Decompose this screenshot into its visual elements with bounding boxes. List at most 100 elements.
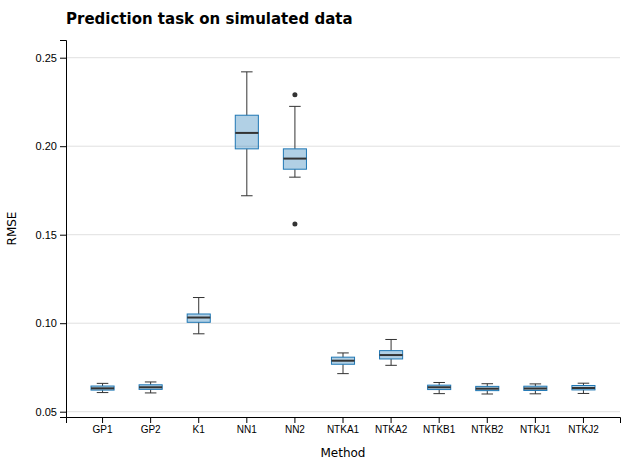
box: [283, 149, 306, 169]
tick-mark: [60, 235, 66, 236]
box-group: [524, 384, 547, 394]
box: [139, 385, 162, 390]
tick-mark: [102, 417, 103, 423]
box: [91, 386, 114, 390]
tick-mark: [391, 417, 392, 423]
cap-low: [385, 365, 397, 366]
box-group: [91, 383, 114, 392]
median: [91, 387, 114, 389]
box-group: [331, 353, 354, 374]
tick-mark: [583, 417, 584, 423]
y-axis-title: RMSE: [5, 212, 19, 246]
grid-line: [66, 234, 620, 235]
tick: NTKA1: [327, 417, 360, 435]
whisker-low: [439, 390, 440, 394]
whisker-high: [343, 353, 344, 357]
cap-high: [578, 383, 590, 384]
whisker-low: [198, 322, 199, 334]
box: [428, 385, 451, 389]
whisker-low: [343, 364, 344, 373]
median: [428, 386, 451, 388]
tick-label: NN2: [285, 424, 305, 435]
marks: [91, 72, 595, 394]
cap-low: [482, 393, 494, 394]
tick-mark: [535, 417, 536, 423]
box-group: [380, 339, 403, 365]
tick: 0.05: [36, 406, 66, 418]
box-group: [572, 383, 595, 393]
box: [331, 357, 354, 364]
tick-label: NTKA2: [375, 424, 408, 435]
whisker-low: [391, 359, 392, 365]
box: [524, 386, 547, 390]
tick: NTKB1: [423, 417, 456, 435]
median: [476, 388, 499, 390]
tick: NTKJ1: [520, 417, 551, 435]
cap-low: [530, 393, 542, 394]
title: Prediction task on simulated data: [66, 10, 353, 28]
box-group: [235, 72, 258, 196]
cap-low: [578, 393, 590, 394]
chart: 0.05 0.10 0.15 0.20 0.25 GP1 GP2 K1 NN1 NN2 NTKA1 N…: [0, 0, 640, 469]
tick: 0.25: [36, 52, 66, 64]
box: [187, 314, 210, 322]
tick-label: GP2: [141, 424, 161, 435]
whisker-high: [294, 106, 295, 148]
tick-mark: [343, 417, 344, 423]
tick: 0.20: [36, 140, 66, 152]
cap-low: [289, 177, 301, 178]
grid-line: [66, 146, 620, 147]
tick-label: 0.25: [36, 52, 57, 64]
cap-high: [193, 297, 205, 298]
median: [380, 354, 403, 356]
tick-label: 0.05: [36, 406, 57, 418]
y-axis: 0.05 0.10 0.15 0.20 0.25: [36, 41, 67, 418]
plot: 0.05 0.10 0.15 0.20 0.25 GP1 GP2 K1 NN1 NN2 NTKA1 N…: [36, 41, 621, 436]
median: [524, 388, 547, 390]
tick: NTKJ2: [568, 417, 599, 435]
tick-mark: [150, 417, 151, 423]
median: [235, 132, 258, 134]
tick-label: NN1: [237, 424, 257, 435]
grid-line: [66, 411, 620, 412]
tick-mark: [294, 417, 295, 423]
median: [139, 386, 162, 388]
tick: NTKB2: [471, 417, 504, 435]
box-group: [283, 92, 306, 226]
cap-high: [337, 352, 349, 353]
tick-label: 0.20: [36, 140, 57, 152]
tick-mark: [60, 412, 66, 413]
flier: [292, 222, 297, 227]
box: [380, 351, 403, 359]
tick: 0.15: [36, 229, 66, 241]
tick-label: K1: [193, 424, 206, 435]
whisker-low: [487, 391, 488, 394]
box: [476, 386, 499, 390]
cap-low: [241, 195, 253, 196]
flier: [292, 92, 297, 97]
cap-high: [433, 382, 445, 383]
grid-line: [66, 323, 620, 324]
whisker-low: [150, 389, 151, 393]
tick-mark: [198, 417, 199, 423]
tick: 0.10: [36, 317, 66, 329]
tick: GP1: [93, 417, 113, 435]
box-group: [428, 382, 451, 393]
whisker-low: [294, 169, 295, 177]
tick-mark: [60, 58, 66, 59]
tick-label: NTKA1: [327, 424, 360, 435]
tick: NTKA2: [375, 417, 408, 435]
cap-low: [97, 392, 109, 393]
whisker-high: [391, 339, 392, 350]
cap-high: [385, 339, 397, 340]
cap-low: [145, 392, 157, 393]
cap-low: [433, 393, 445, 394]
tick-label: 0.15: [36, 229, 57, 241]
cap-high: [530, 383, 542, 384]
box-group: [139, 382, 162, 393]
whisker-low: [246, 149, 247, 196]
tick-mark: [60, 323, 66, 324]
tick: NN2: [285, 417, 305, 435]
whisker-high: [198, 298, 199, 314]
box: [572, 385, 595, 389]
